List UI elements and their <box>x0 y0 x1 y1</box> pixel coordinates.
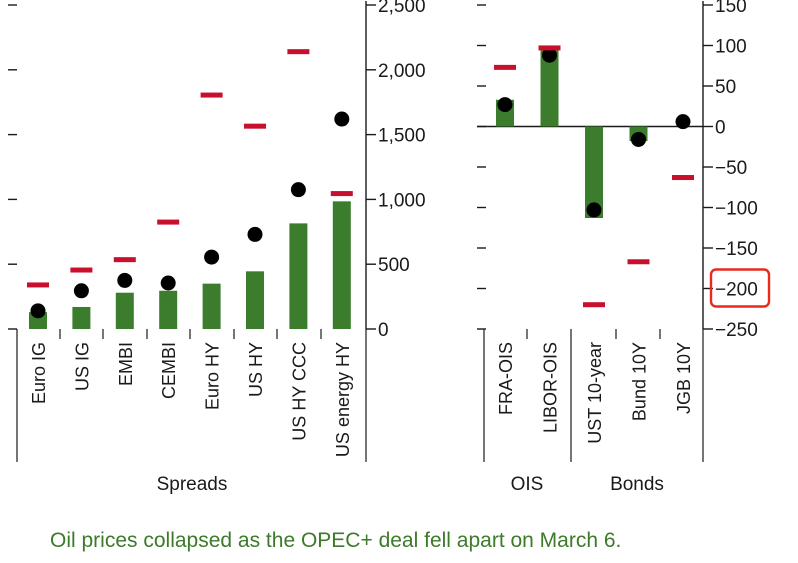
y-tick-label: 0 <box>378 320 389 341</box>
dash-libor-ois <box>538 45 561 51</box>
y-tick-label: 2,500 <box>378 0 426 17</box>
y-tick-label: −50 <box>715 158 747 179</box>
x-tick-label-us-hy: US HY <box>246 342 266 397</box>
x-tick-label-us-ig: US IG <box>72 342 92 391</box>
svg-text:Spreads: Spreads <box>157 474 228 495</box>
dash-embi <box>113 257 136 263</box>
x-tick-label-bund-10y: Bund 10Y <box>630 342 650 421</box>
x-tick-label-us-hy-ccc: US HY CCC <box>289 342 309 441</box>
dot-us-ig <box>73 283 89 299</box>
y-tick-label: 500 <box>378 255 410 276</box>
bar-embi <box>115 292 134 329</box>
y-tick-label: 2,000 <box>378 61 426 82</box>
dot-bund-10y <box>631 131 646 147</box>
dash-jgb-10y <box>672 175 694 181</box>
group-label-spreads: Spreads <box>157 474 228 495</box>
bar-euro-hy <box>202 283 221 329</box>
x-tick-label-cembi: CEMBI <box>159 342 179 399</box>
bar-libor-ois <box>540 47 559 127</box>
x-tick-label-libor-ois: LIBOR-OIS <box>541 342 561 433</box>
y-tick-label: 50 <box>715 77 736 98</box>
y-tick-label: 1,000 <box>378 190 426 211</box>
y-tick-label: 150 <box>715 0 747 17</box>
y-tick-label: 100 <box>715 37 747 58</box>
dot-euro-hy <box>204 249 220 265</box>
dot-fra-ois <box>497 97 513 113</box>
dash-cembi <box>157 219 180 225</box>
dash-fra-ois <box>494 64 516 70</box>
dash-us-energy-hy <box>330 191 353 197</box>
y-tick-label: 1,500 <box>378 126 426 147</box>
dot-us-hy <box>247 226 263 242</box>
spreads-panel: 0 500 1,000 1,500 2,000 2,500 Euro IG US IG EMBI… <box>8 0 426 462</box>
caption: Oil prices collapsed as the OPEC+ deal f… <box>50 529 622 552</box>
x-tick-label-embi: EMBI <box>116 342 136 386</box>
y-tick-label: −200 <box>715 280 758 301</box>
dot-jgb-10y <box>675 114 691 130</box>
bar-cembi <box>159 290 178 329</box>
x-tick-label-euro-ig: Euro IG <box>29 342 49 404</box>
dash-euro-hy <box>200 92 223 98</box>
dot-embi <box>117 272 133 288</box>
highlight-box <box>709 268 771 308</box>
group-labels-ois-bonds: OIS Bonds <box>511 474 664 495</box>
ois-bonds-panel: −250 −200 −150 −100 −50 0 50 100 150 FRA-OIS LIBOR… <box>477 0 771 462</box>
dash-ust-10-year <box>583 302 605 308</box>
dot-cembi <box>160 275 176 291</box>
y-tick-label: −100 <box>715 199 758 220</box>
dot-us-energy-hy <box>334 111 350 127</box>
bar-us-hy <box>246 271 264 329</box>
y-tick-label: −150 <box>715 239 758 260</box>
dash-bund-10y <box>627 259 650 265</box>
x-tick-label-us-energy-hy: US energy HY <box>333 342 353 457</box>
y-tick-label: −250 <box>715 320 758 341</box>
x-tick-label-euro-hy: Euro HY <box>203 342 223 410</box>
dot-euro-ig <box>30 303 46 319</box>
group-label-ois: OIS <box>511 474 544 495</box>
dot-ust-10-year <box>586 202 602 218</box>
dot-libor-ois <box>542 47 557 63</box>
dash-us-hy-ccc <box>287 49 310 55</box>
bar-us-ig <box>72 306 91 329</box>
dot-us-hy-ccc <box>290 182 306 198</box>
y-tick-label: 0 <box>715 118 726 139</box>
x-tick-label-jgb-10y: JGB 10Y <box>674 342 694 414</box>
bar-us-hy-ccc <box>289 223 308 329</box>
group-label-bonds: Bonds <box>610 474 664 495</box>
dash-euro-ig <box>27 282 49 288</box>
x-tick-label-fra-ois: FRA-OIS <box>496 342 516 415</box>
dash-us-ig <box>70 267 93 273</box>
bar-ust-10-year <box>585 126 603 219</box>
bar-us-energy-hy <box>332 201 351 329</box>
dash-us-hy <box>244 123 266 129</box>
x-tick-label-ust-10-year: UST 10-year <box>585 342 605 444</box>
